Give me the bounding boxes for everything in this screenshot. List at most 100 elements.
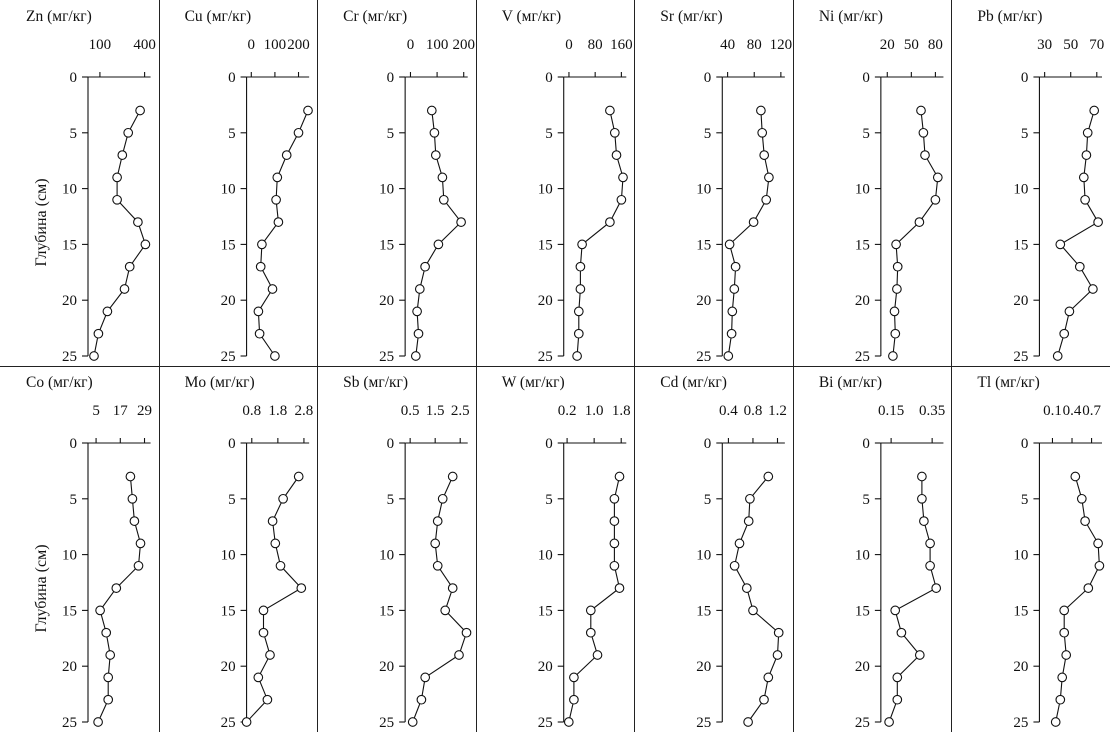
x-tick-label: 70 (1089, 37, 1104, 53)
x-tick-label: 1.8 (268, 403, 287, 419)
panel-title: Mo (мг/кг) (185, 374, 255, 391)
data-point (773, 627, 784, 638)
depth-tick-label: 0 (704, 436, 712, 452)
x-tick-label: 1.5 (426, 403, 445, 419)
depth-tick-label: 20 (1013, 293, 1028, 309)
data-point (135, 105, 145, 116)
data-point (605, 217, 615, 227)
panel-title: Sr (мг/кг) (660, 8, 722, 25)
depth-tick-label: 25 (62, 349, 77, 365)
depth-tick-label: 20 (855, 293, 870, 309)
data-point (257, 239, 267, 250)
data-point (1070, 471, 1081, 482)
data-point (745, 493, 755, 504)
data-point (303, 105, 313, 116)
series-line (734, 476, 780, 723)
depth-tick-label: 0 (228, 70, 236, 86)
depth-tick-label: 5 (545, 492, 553, 508)
series-line (1055, 476, 1100, 723)
x-tick-label: 80 (928, 37, 943, 53)
data-point (618, 172, 628, 183)
data-point (763, 672, 774, 683)
panel-co: Co (мг/кг) 5 17 29 0 5 10 15 20 25 Глубина (см) (26, 374, 152, 731)
depth-tick-label: 20 (696, 659, 711, 675)
data-point (1094, 560, 1105, 571)
data-point (917, 493, 927, 504)
series-line (97, 476, 142, 723)
panel-zn: Zn (мг/кг) 100 400 0 5 10 15 20 25 Глубина (см) (26, 8, 156, 365)
data-point (575, 261, 586, 272)
data-point (917, 471, 927, 482)
panel-title: W (мг/кг) (502, 374, 565, 391)
data-point (430, 538, 441, 549)
data-point (890, 328, 901, 339)
data-point (743, 516, 754, 526)
data-point (112, 194, 122, 205)
depth-tick-label: 25 (1013, 349, 1028, 365)
depth-tick-label: 10 (855, 548, 870, 564)
depth-tick-label: 25 (855, 349, 870, 365)
depth-tick-label: 15 (379, 237, 394, 253)
data-point (748, 605, 758, 616)
x-tick-label: 40 (720, 37, 735, 53)
panel-cd: Cd (мг/кг) 0.4 0.8 1.2 0 5 10 15 20 25 (660, 374, 787, 731)
data-point (117, 150, 128, 160)
data-point (759, 150, 770, 160)
data-point (1088, 284, 1098, 294)
data-point (270, 351, 280, 361)
x-tick-label: 30 (1037, 37, 1052, 53)
x-tick-label: 100 (264, 37, 287, 53)
data-point (412, 306, 422, 317)
depth-tick-label: 20 (696, 293, 711, 309)
data-point (461, 627, 472, 638)
series-line (892, 110, 939, 357)
data-point (723, 351, 734, 361)
data-point (1080, 516, 1090, 526)
panel-title: Zn (мг/кг) (26, 8, 92, 25)
data-point (438, 194, 449, 205)
depth-tick-label: 10 (221, 182, 236, 198)
data-point (433, 239, 444, 250)
data-point (135, 538, 146, 549)
data-point (89, 351, 99, 361)
depth-tick-label: 15 (62, 603, 77, 619)
data-point (1052, 351, 1063, 361)
series-line (93, 110, 147, 357)
data-point (920, 150, 930, 160)
data-point (609, 560, 620, 571)
depth-tick-label: 15 (855, 237, 870, 253)
depth-axis-label: Глубина (см) (33, 544, 50, 632)
depth-tick-label: 20 (221, 659, 236, 675)
data-point (575, 284, 586, 294)
depth-tick-label: 5 (862, 492, 870, 508)
depth-tick-label: 10 (538, 182, 553, 198)
data-point (103, 694, 114, 705)
depth-tick-label: 10 (696, 548, 711, 564)
depth-tick-label: 10 (379, 548, 394, 564)
x-tick-label: 0.7 (1082, 403, 1101, 419)
data-point (267, 284, 278, 294)
data-point (761, 194, 772, 205)
series-line (576, 110, 624, 357)
data-point (93, 328, 104, 339)
depth-tick-label: 15 (696, 603, 711, 619)
depth-tick-label: 15 (1013, 603, 1028, 619)
data-point (585, 627, 596, 638)
data-point (133, 217, 143, 227)
x-tick-label: 1.8 (612, 403, 631, 419)
data-point (127, 493, 138, 504)
data-point (296, 583, 307, 593)
data-point (281, 150, 292, 160)
depth-tick-label: 5 (70, 492, 78, 508)
depth-tick-label: 10 (221, 548, 236, 564)
x-tick-label: 100 (89, 37, 112, 53)
depth-tick-label: 15 (62, 237, 77, 253)
data-point (727, 306, 738, 317)
data-point (258, 605, 269, 616)
depth-tick-label: 10 (855, 182, 870, 198)
data-point (931, 583, 942, 593)
panel-ni: Ni (мг/кг) 20 50 80 0 5 10 15 20 25 (819, 8, 944, 365)
series-line (1057, 110, 1099, 357)
data-point (102, 306, 113, 317)
